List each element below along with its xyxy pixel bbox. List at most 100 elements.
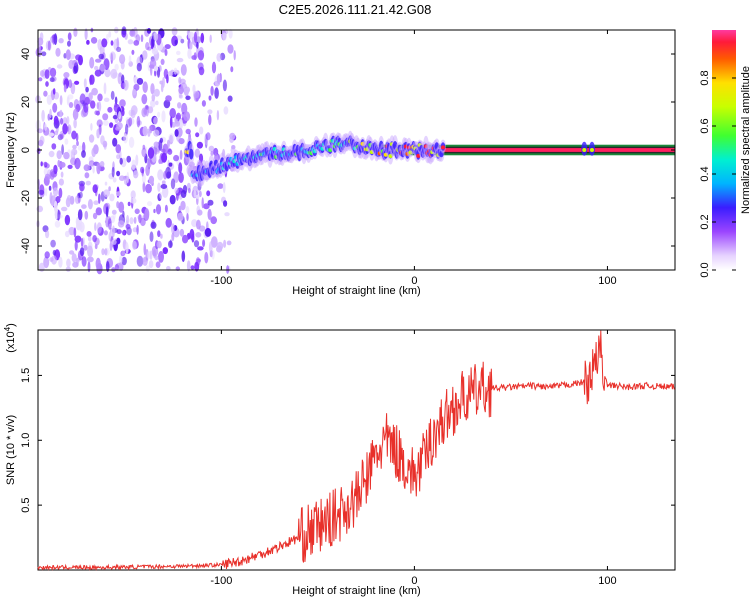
- noise-blob: [126, 171, 130, 184]
- noise-blob: [73, 118, 77, 129]
- noise-blob: [206, 190, 211, 197]
- spec-ytick-label: -40: [20, 238, 32, 254]
- noise-blob: [193, 92, 200, 102]
- noise-blob: [210, 151, 214, 156]
- noise-blob: [169, 116, 173, 128]
- noise-blob: [36, 205, 44, 213]
- noise-blob: [97, 93, 103, 102]
- noise-blob: [56, 64, 63, 69]
- noise-blob: [78, 55, 83, 66]
- noise-blob: [129, 217, 134, 225]
- noise-blob: [97, 39, 103, 51]
- noise-blob: [103, 97, 110, 103]
- noise-blob: [224, 212, 230, 217]
- noise-blob: [147, 130, 151, 137]
- noise-blob: [96, 128, 100, 139]
- noise-blob: [133, 170, 139, 179]
- snr-scale-base: (x10: [5, 331, 17, 352]
- noise-blob: [183, 111, 191, 122]
- noise-blob: [164, 44, 171, 50]
- noise-blob: [71, 253, 77, 263]
- noise-blob: [83, 244, 88, 251]
- noise-blob: [107, 106, 113, 113]
- noise-blob: [112, 225, 115, 238]
- noise-blob: [85, 180, 92, 186]
- noise-blob: [88, 134, 95, 143]
- noise-blob: [92, 235, 97, 243]
- noise-blob: [198, 66, 205, 76]
- noise-blob: [158, 251, 164, 263]
- snr-plot-border: [37, 329, 676, 571]
- noise-blob: [109, 122, 114, 128]
- noise-blob: [207, 199, 214, 206]
- noise-blob: [81, 150, 86, 158]
- signal-band-center: [375, 148, 675, 152]
- noise-blob: [97, 101, 102, 112]
- noise-blob: [128, 136, 135, 148]
- noise-blob: [84, 210, 89, 220]
- noise-blob: [119, 54, 126, 65]
- noise-blob: [69, 195, 75, 205]
- noise-blob: [207, 109, 213, 115]
- noise-blob: [54, 130, 59, 136]
- noise-blob: [95, 257, 101, 270]
- noise-blob: [168, 162, 173, 167]
- ridge-event-core: [589, 148, 594, 152]
- noise-blob: [53, 164, 58, 175]
- noise-blob: [223, 106, 229, 115]
- noise-blob: [151, 94, 156, 102]
- noise-blob: [197, 50, 205, 61]
- noise-blob: [150, 99, 156, 108]
- noise-blob: [131, 159, 136, 171]
- noise-blob: [95, 207, 103, 216]
- noise-blob: [179, 78, 186, 85]
- noise-blob: [74, 157, 81, 170]
- noise-blob: [75, 195, 80, 205]
- snr-xtick-label: 0: [411, 575, 417, 587]
- noise-blob: [160, 233, 163, 239]
- noise-blob: [76, 219, 81, 231]
- noise-blob: [77, 209, 83, 221]
- noise-blob: [125, 223, 131, 230]
- noise-blob: [58, 256, 63, 268]
- noise-blob: [64, 214, 71, 226]
- noise-blob: [216, 73, 221, 85]
- noise-blob: [174, 187, 179, 194]
- noise-blob: [142, 144, 146, 150]
- spectrogram-y-ticks: -40 -20 0 20 40: [20, 48, 675, 254]
- noise-blob: [171, 27, 178, 36]
- noise-blob: [108, 31, 112, 38]
- noise-blob: [109, 241, 113, 252]
- noise-blob: [103, 120, 109, 126]
- noise-blob: [108, 186, 111, 192]
- noise-blob: [112, 177, 117, 183]
- snr-panel: -100 0 100 0.5 1.0 1.5 Height of straight li…: [3, 323, 676, 597]
- spec-ytick-label: -20: [20, 190, 32, 206]
- noise-blob: [93, 200, 99, 205]
- noise-blob: [204, 227, 212, 237]
- noise-blob: [92, 165, 95, 174]
- noise-blob: [128, 55, 132, 64]
- noise-blob: [183, 87, 189, 96]
- noise-blob: [46, 94, 52, 105]
- noise-blob: [127, 201, 131, 207]
- noise-blob: [153, 208, 156, 214]
- noise-blob: [214, 87, 219, 99]
- noise-blob: [216, 53, 222, 62]
- snr-x-ticks: -100 0 100: [210, 330, 617, 587]
- noise-blob: [143, 243, 147, 256]
- noise-blob: [62, 117, 68, 126]
- noise-blob: [48, 132, 55, 137]
- snr-series-line: [37, 330, 675, 571]
- noise-blob: [49, 191, 53, 204]
- noise-blob: [79, 247, 85, 257]
- noise-blob: [210, 236, 218, 248]
- noise-blob: [130, 190, 136, 200]
- noise-blob: [125, 123, 129, 135]
- noise-blob: [68, 102, 74, 108]
- snr-xtick-label: -100: [210, 575, 232, 587]
- noise-blob: [82, 141, 86, 153]
- noise-blob: [44, 251, 50, 259]
- noise-blob: [38, 139, 44, 147]
- noise-blob: [116, 170, 121, 177]
